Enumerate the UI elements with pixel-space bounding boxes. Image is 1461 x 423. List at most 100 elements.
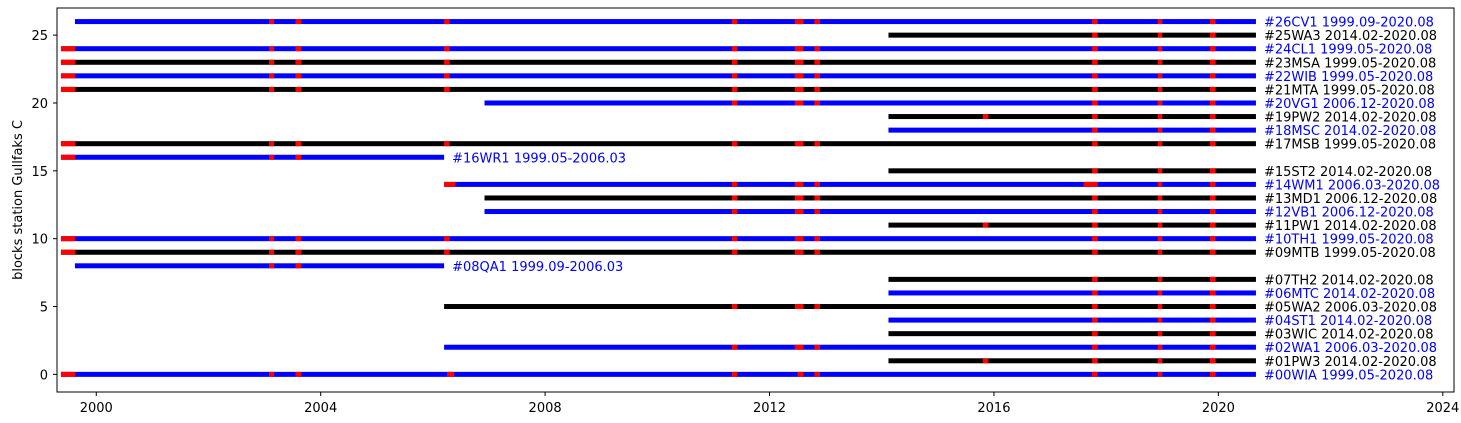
station-label: #13MD1 2006.12-2020.08 — [1264, 192, 1437, 207]
data-gap-marker — [731, 195, 737, 201]
station-label: #10TH1 1999.05-2020.08 — [1264, 233, 1434, 248]
station-label: #09MTB 1999.05-2020.08 — [1264, 246, 1436, 261]
data-gap-marker — [269, 141, 275, 147]
data-gap-marker — [60, 371, 75, 377]
data-gap-marker — [60, 249, 75, 255]
data-gap-marker — [794, 181, 804, 187]
data-gap-marker — [446, 371, 455, 377]
data-gap-marker — [1209, 358, 1216, 364]
x-tick-label: 2000 — [80, 401, 113, 416]
station-label: #21MTA 1999.05-2020.08 — [1264, 83, 1435, 98]
data-gap-marker — [1157, 304, 1163, 310]
data-gap-marker — [1092, 344, 1098, 350]
station-label: #16WR1 1999.05-2006.03 — [452, 151, 626, 166]
data-gap-marker — [814, 195, 821, 201]
station-label: #01PW3 2014.02-2020.08 — [1264, 355, 1437, 370]
station-bar-8 — [74, 263, 445, 269]
station-label: #02WA1 2006.03-2020.08 — [1264, 341, 1437, 356]
y-tick-label: 20 — [31, 97, 48, 112]
data-gap-marker — [444, 236, 450, 242]
data-gap-marker — [269, 73, 275, 79]
data-gap-marker — [1157, 236, 1163, 242]
data-gap-marker — [444, 141, 450, 147]
data-gap-marker — [731, 141, 737, 147]
data-gap-marker — [60, 46, 75, 52]
station-bar-16 — [60, 154, 445, 160]
station-label: #26CV1 1999.09-2020.08 — [1264, 16, 1434, 31]
station-bar-22 — [60, 73, 1256, 79]
data-gap-marker — [1209, 304, 1216, 310]
station-bar-0 — [60, 371, 1256, 377]
data-gap-marker — [731, 249, 737, 255]
data-gap-marker — [1092, 304, 1098, 310]
data-gap-marker — [1209, 290, 1216, 296]
bars-layer — [60, 19, 1256, 377]
data-gap-marker — [1083, 181, 1098, 187]
data-gap-marker — [295, 46, 302, 52]
station-bar-9 — [60, 249, 1256, 255]
station-bar-18 — [888, 127, 1256, 133]
x-tick-label: 2012 — [753, 401, 786, 416]
data-gap-marker — [1157, 181, 1163, 187]
station-label: #14WM1 2006.03-2020.08 — [1264, 178, 1440, 193]
data-gap-marker — [731, 371, 737, 377]
data-gap-marker — [794, 209, 804, 215]
data-gap-marker — [1092, 317, 1098, 323]
data-gap-marker — [794, 73, 804, 79]
data-gap-marker — [982, 358, 989, 364]
station-bar-13 — [484, 195, 1256, 201]
data-gap-marker — [814, 19, 821, 25]
data-gap-marker — [1092, 371, 1098, 377]
data-gap-marker — [295, 371, 302, 377]
data-gap-marker — [1092, 222, 1098, 228]
station-bar-25 — [888, 32, 1256, 38]
data-gap-marker — [1209, 19, 1216, 25]
data-gap-marker — [731, 209, 737, 215]
data-gap-marker — [1209, 86, 1216, 92]
data-gap-marker — [444, 249, 450, 255]
data-gap-marker — [731, 59, 737, 65]
station-bar-11 — [888, 222, 1256, 228]
data-gap-marker — [60, 154, 75, 160]
data-gap-marker — [1092, 331, 1098, 337]
data-gap-marker — [444, 59, 450, 65]
data-gap-marker — [814, 249, 821, 255]
data-gap-marker — [794, 236, 804, 242]
data-gap-marker — [1157, 59, 1163, 65]
data-gap-marker — [1157, 86, 1163, 92]
station-label: #20VG1 2006.12-2020.08 — [1264, 97, 1435, 112]
data-gap-marker — [1209, 168, 1216, 174]
data-gap-marker — [1157, 19, 1163, 25]
data-gap-marker — [295, 59, 302, 65]
data-gap-marker — [60, 141, 75, 147]
data-gap-marker — [794, 344, 804, 350]
data-gap-marker — [1209, 59, 1216, 65]
station-label: #18MSC 2014.02-2020.08 — [1264, 124, 1436, 139]
data-gap-marker — [1209, 276, 1216, 282]
data-gap-marker — [1092, 209, 1098, 215]
data-gap-marker — [1209, 100, 1216, 106]
station-label: #00WIA 1999.05-2020.08 — [1264, 368, 1433, 383]
data-gap-marker — [731, 304, 737, 310]
station-bar-6 — [888, 290, 1256, 296]
data-gap-marker — [1092, 86, 1098, 92]
station-label: #22WIB 1999.05-2020.08 — [1264, 70, 1433, 85]
data-gap-marker — [1157, 127, 1163, 133]
data-gap-marker — [1092, 19, 1098, 25]
y-tick-label: 15 — [31, 165, 48, 180]
data-gap-marker — [814, 236, 821, 242]
data-gap-marker — [60, 59, 75, 65]
data-gap-marker — [1157, 209, 1163, 215]
data-gap-marker — [814, 100, 821, 106]
data-gap-marker — [1157, 73, 1163, 79]
data-gap-marker — [814, 59, 821, 65]
data-gap-marker — [794, 86, 804, 92]
data-gap-marker — [1157, 331, 1163, 337]
data-gap-marker — [731, 73, 737, 79]
data-gap-marker — [814, 209, 821, 215]
data-gap-marker — [1209, 181, 1216, 187]
data-gap-marker — [1209, 344, 1216, 350]
data-gap-marker — [1209, 317, 1216, 323]
data-gap-marker — [1157, 276, 1163, 282]
data-gap-marker — [731, 236, 737, 242]
